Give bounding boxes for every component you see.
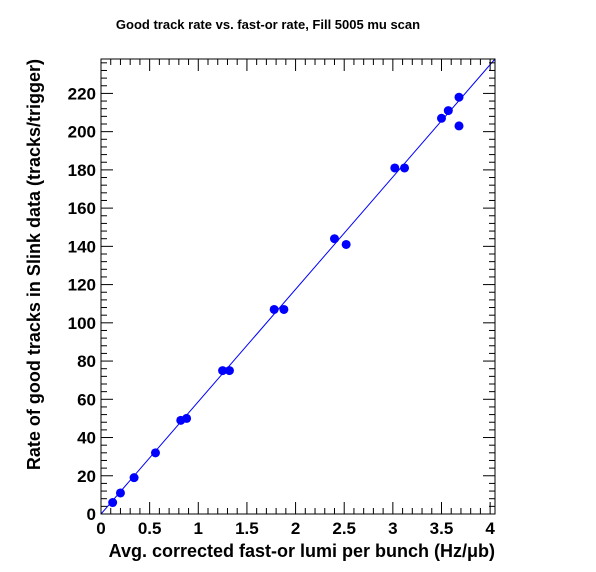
y-tick-label: 180 (68, 161, 96, 180)
y-axis-title: Rate of good tracks in Slink data (track… (24, 59, 44, 470)
data-point (455, 121, 464, 130)
data-point (279, 305, 288, 314)
x-tick-label: 3 (388, 519, 397, 538)
data-point (130, 473, 139, 482)
data-point (270, 305, 279, 314)
y-tick-label: 220 (68, 84, 96, 103)
y-tick-label: 80 (77, 352, 96, 371)
x-tick-label: 3.5 (430, 519, 454, 538)
x-tick-label: 0 (96, 519, 105, 538)
y-tick-label: 40 (77, 429, 96, 448)
y-tick-label: 200 (68, 123, 96, 142)
data-point (437, 114, 446, 123)
y-tick-label: 100 (68, 314, 96, 333)
x-tick-label: 0.5 (138, 519, 162, 538)
data-point (342, 240, 351, 249)
data-point (455, 93, 464, 102)
y-tick-label: 20 (77, 467, 96, 486)
data-point (182, 414, 191, 423)
data-point (330, 234, 339, 243)
y-tick-label: 0 (87, 505, 96, 524)
chart-title: Good track rate vs. fast-or rate, Fill 5… (116, 17, 420, 32)
x-tick-label: 1.5 (235, 519, 259, 538)
data-point (108, 498, 117, 507)
x-tick-label: 1 (194, 519, 203, 538)
data-point (116, 488, 125, 497)
data-point (400, 163, 409, 172)
y-tick-label: 120 (68, 276, 96, 295)
y-tick-label: 60 (77, 390, 96, 409)
x-tick-label: 2.5 (332, 519, 356, 538)
data-point (444, 106, 453, 115)
y-tick-label: 160 (68, 199, 96, 218)
data-point (390, 163, 399, 172)
y-tick-label: 140 (68, 237, 96, 256)
x-tick-label: 2 (291, 519, 300, 538)
x-axis-title: Avg. corrected fast-or lumi per bunch (H… (109, 541, 495, 561)
x-tick-label: 4 (485, 519, 495, 538)
data-point (151, 448, 160, 457)
data-point (225, 366, 234, 375)
